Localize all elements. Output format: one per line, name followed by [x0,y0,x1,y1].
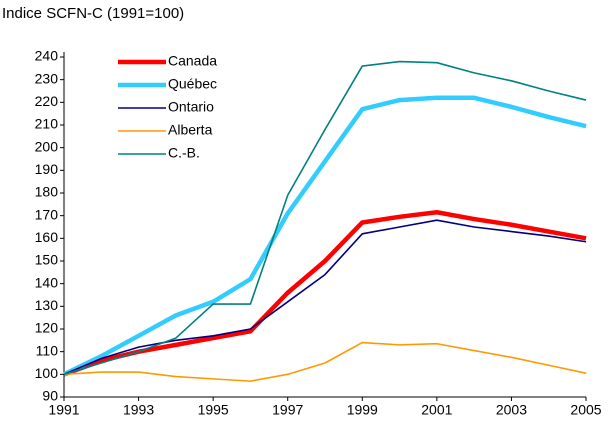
x-tick-label: 2005 [570,402,601,418]
legend-label: Canada [168,53,217,69]
chart-title: Indice SCFN-C (1991=100) [2,5,184,22]
y-tick-label: 90 [42,388,58,404]
y-tick-label: 140 [35,274,59,290]
x-tick-label: 2003 [496,402,527,418]
series-line [63,60,587,376]
x-tick-label: 1999 [347,402,378,418]
y-tick-label: 100 [35,365,59,381]
series-line [63,95,587,377]
series-line [63,219,587,376]
y-tick-label: 220 [35,93,59,109]
x-tick-label: 1997 [272,402,303,418]
legend-label: C.-B. [168,145,200,161]
y-tick-label: 110 [36,342,59,358]
x-tick-label: 1991 [48,402,79,418]
y-tick-label: 190 [35,161,59,177]
y-tick-label: 170 [35,206,59,222]
y-tick-label: 200 [35,138,59,154]
x-tick-label: 1993 [123,402,154,418]
legend-label: Alberta [168,122,213,138]
y-tick-label: 240 [35,48,59,64]
y-tick-label: 130 [35,297,59,313]
y-tick-label: 160 [35,229,59,245]
y-tick-label: 180 [35,184,59,200]
series-line [63,341,587,382]
y-tick-label: 230 [35,70,59,86]
x-tick-label: 2001 [421,402,452,418]
y-tick-label: 120 [35,320,59,336]
y-tick-label: 210 [35,116,59,132]
series-line [63,210,587,377]
y-tick-label: 150 [35,252,59,268]
legend-label: Québec [168,76,217,92]
legend-label: Ontario [168,99,214,115]
x-tick-label: 1995 [198,402,229,418]
